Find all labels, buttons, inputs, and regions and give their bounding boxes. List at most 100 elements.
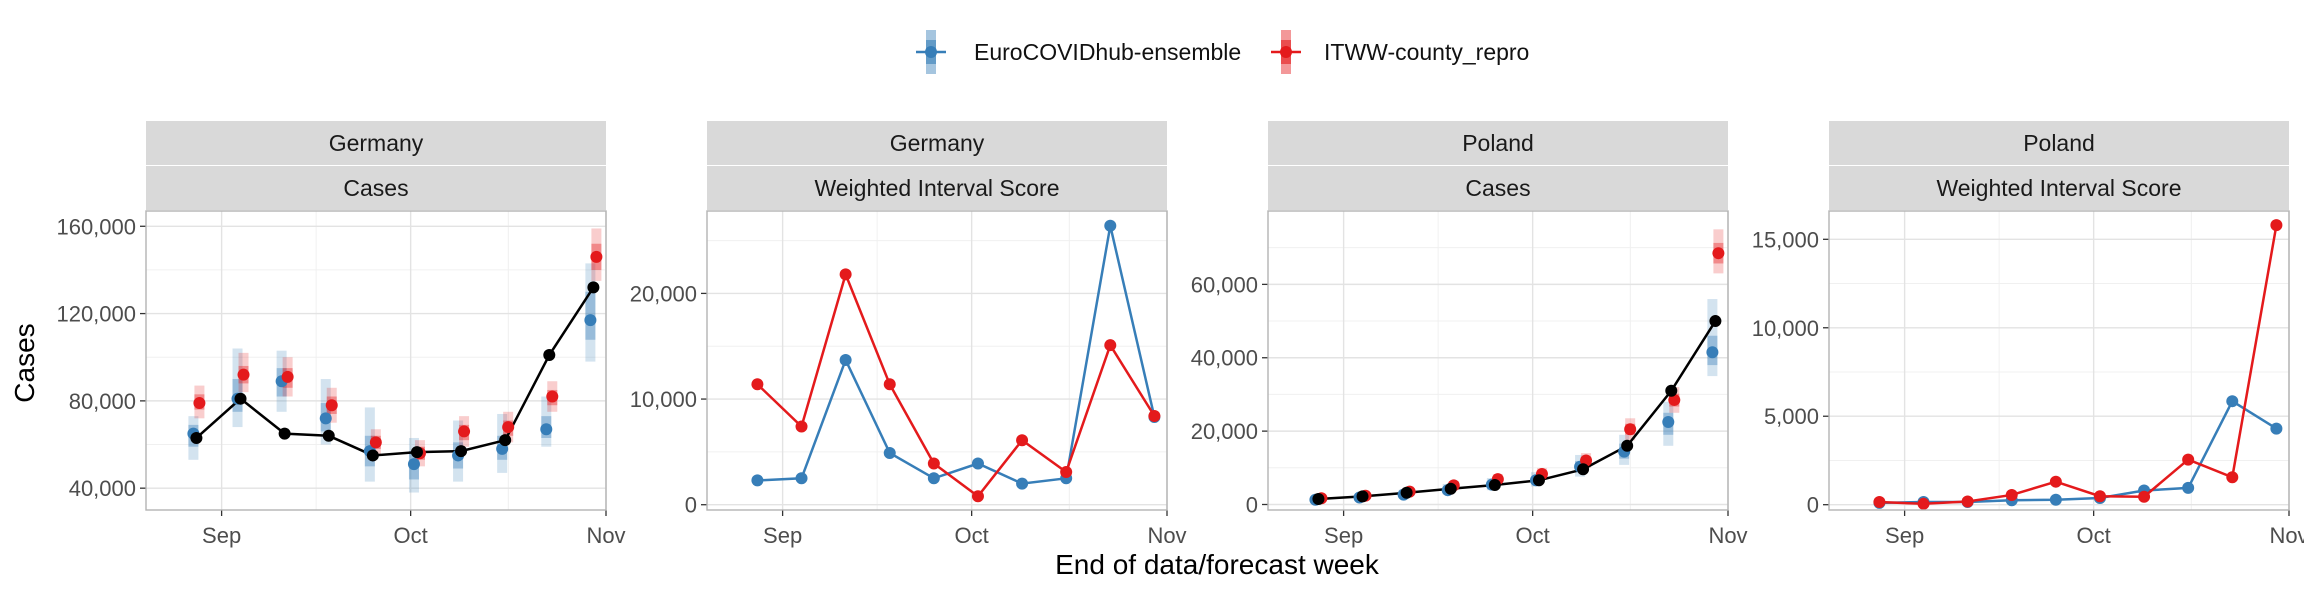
median-point [1668, 393, 1681, 406]
observed-point [234, 392, 247, 405]
observed-point [1621, 439, 1634, 452]
observed-point [1665, 384, 1678, 397]
score-point [1961, 495, 1974, 508]
x-tick-label: Nov [1708, 523, 1747, 548]
interval-90 [541, 396, 552, 447]
score-point [795, 420, 808, 433]
y-tick-label: 80,000 [69, 389, 136, 414]
observed-line [195, 286, 595, 457]
score-point [1104, 219, 1117, 232]
score-point [1104, 339, 1117, 352]
score-point [1873, 496, 1886, 509]
panel-border [1828, 210, 2290, 511]
panel-border [145, 210, 607, 511]
y-axis-title: Cases [9, 323, 40, 402]
median-point [281, 370, 294, 383]
x-tick-label: Nov [1147, 523, 1186, 548]
y-tick-label: 40,000 [69, 476, 136, 501]
score-point [2049, 493, 2062, 506]
y-tick-label: 60,000 [1191, 272, 1258, 297]
y-tick-label: 15,000 [1752, 227, 1819, 252]
median-point [1624, 423, 1637, 436]
y-tick-label: 0 [1807, 493, 1819, 518]
median-point [1712, 247, 1725, 260]
strip-label-location: Germany [890, 130, 985, 156]
median-point [502, 421, 515, 434]
score-point [2182, 453, 2195, 466]
score-point [2005, 488, 2018, 501]
panels: Germany Cases 40,000 80,000 120,000 160,000 Se… [56, 121, 2304, 548]
x-tick-label: Sep [202, 523, 241, 548]
median-point [1706, 346, 1719, 359]
legend-key-dot [1280, 46, 1292, 58]
panel-4: Poland Weighted Interval Score 0 5,000 10,00… [1752, 121, 2304, 548]
y-tick-label: 10,000 [1752, 316, 1819, 341]
x-tick-label: Oct [394, 523, 428, 548]
observed-point [366, 449, 379, 462]
score-point [2270, 219, 2283, 232]
score-point [751, 474, 764, 487]
x-tick-label: Oct [955, 523, 989, 548]
score-line [756, 270, 1156, 498]
score-point [2226, 471, 2239, 484]
score-point [2093, 490, 2106, 503]
observed-point [1709, 315, 1722, 328]
score-point [883, 378, 896, 391]
score-point [2226, 395, 2239, 408]
median-point [407, 458, 420, 471]
observed-point [543, 349, 556, 362]
score-point [971, 457, 984, 470]
score-point [2049, 475, 2062, 488]
strip-label-location: Germany [329, 130, 424, 156]
legend-label-itww: ITWW-county_repro [1324, 39, 1529, 65]
observed-line [1318, 320, 1717, 501]
x-tick-label: Nov [2269, 523, 2304, 548]
y-tick-label: 10,000 [630, 387, 697, 412]
x-tick-label: Sep [1885, 523, 1924, 548]
strip-label-metric: Cases [1465, 175, 1530, 201]
median-point [193, 397, 206, 410]
median-point [546, 390, 559, 403]
score-point [2270, 422, 2283, 435]
score-point [1917, 497, 1930, 510]
panel-2: Germany Weighted Interval Score 0 10,000 20,… [630, 121, 1187, 548]
score-point [2138, 490, 2151, 503]
panel-3: Poland Cases 0 20,000 40,000 60,000 Sep Oct Nov [1191, 121, 1748, 548]
strip-bottom-bg [146, 166, 606, 210]
strip-label-metric: Weighted Interval Score [1936, 175, 2181, 201]
strip-top-bg [146, 121, 606, 165]
score-point [839, 268, 852, 281]
observed-point [1400, 486, 1413, 499]
observed-point [587, 281, 600, 294]
strip-top-bg [1829, 121, 2289, 165]
median-point [584, 314, 597, 327]
score-point [1148, 409, 1161, 422]
y-tick-label: 120,000 [56, 302, 136, 327]
x-tick-label: Sep [763, 523, 802, 548]
median-point [369, 436, 382, 449]
x-tick-label: Oct [2077, 523, 2111, 548]
x-axis-title: End of data/forecast week [1055, 549, 1380, 580]
observed-point [1444, 482, 1457, 495]
observed-point [1577, 463, 1590, 476]
observed-point [455, 445, 468, 458]
observed-point [1488, 479, 1501, 492]
observed-point [1312, 492, 1325, 505]
median-point [590, 250, 603, 263]
strip-top-bg [1268, 121, 1728, 165]
panel-border [1267, 210, 1729, 511]
score-point [1016, 434, 1029, 447]
score-point [2182, 481, 2195, 494]
strip-label-location: Poland [1462, 130, 1534, 156]
panel-1: Germany Cases 40,000 80,000 120,000 160,000 Se… [56, 121, 626, 548]
score-point [1060, 465, 1073, 478]
interval-90 [1707, 299, 1718, 377]
strip-bottom-bg [707, 166, 1167, 210]
score-point [1016, 477, 1029, 490]
x-tick-label: Nov [586, 523, 625, 548]
x-tick-label: Oct [1516, 523, 1550, 548]
legend-label-ensemble: EuroCOVIDhub-ensemble [974, 39, 1241, 65]
strip-bottom-bg [1829, 166, 2289, 210]
median-point [325, 399, 338, 412]
